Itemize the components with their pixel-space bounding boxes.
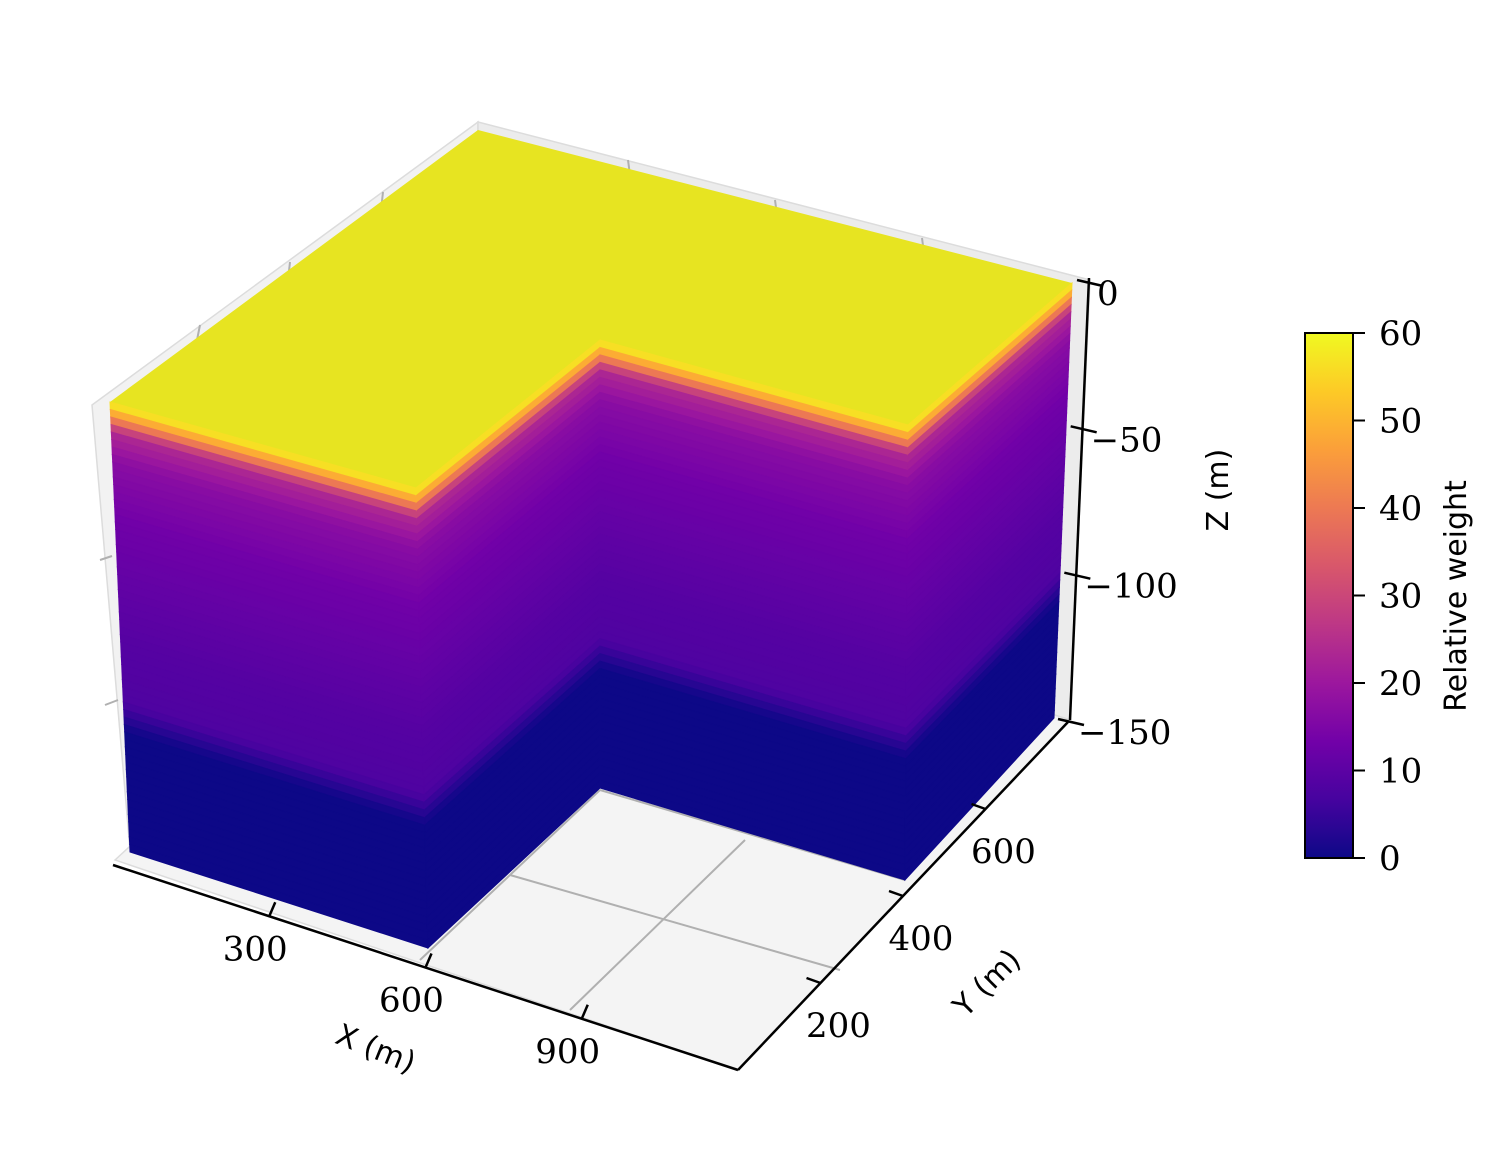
z-tick-label: 0 xyxy=(1097,274,1119,314)
face-inner-x xyxy=(599,339,909,881)
face-front-right xyxy=(904,281,1073,882)
z-axis-line xyxy=(1068,277,1091,721)
x-tick-label: 600 xyxy=(379,981,444,1021)
x-tick xyxy=(424,953,433,968)
colorbar-tick-label: 60 xyxy=(1379,314,1422,354)
x-axis-label: X (m) xyxy=(331,1017,421,1080)
z-tick-label: −50 xyxy=(1091,420,1163,460)
colorbar-tick-label: 40 xyxy=(1379,489,1422,529)
z-tick-label: −150 xyxy=(1078,713,1171,753)
y-tick xyxy=(806,976,821,985)
colorbar-tick-label: 50 xyxy=(1379,402,1422,442)
y-tick-label: 200 xyxy=(806,1006,871,1046)
x-tick xyxy=(268,901,277,917)
colorbar-label: Relative weight xyxy=(1439,480,1474,712)
x-tick-label: 300 xyxy=(223,929,288,969)
block-top-face xyxy=(110,130,1072,488)
colorbar-tick-label: 10 xyxy=(1379,752,1422,792)
y-tick-label: 400 xyxy=(889,919,954,959)
colorbar-tick-label: 30 xyxy=(1379,577,1422,617)
z-tick xyxy=(1064,571,1091,580)
colorbar-ticks: 0 10 20 30 40 50 60 xyxy=(1353,314,1422,879)
voxel-layer xyxy=(904,709,1055,882)
z-axis-label: Z (m) xyxy=(1201,449,1236,532)
colorbar-fill xyxy=(1304,332,1354,859)
z-tick-label: −100 xyxy=(1084,567,1177,607)
colorbar: 0 10 20 30 40 50 60 Relative weight xyxy=(1304,314,1474,879)
z-tick xyxy=(1070,425,1097,434)
voxel-block xyxy=(109,130,1073,950)
z-tick xyxy=(1057,717,1085,727)
y-axis-label: Y (m) xyxy=(946,942,1028,1024)
block-side-faces xyxy=(109,281,1073,950)
colorbar-tick-label: 20 xyxy=(1379,664,1422,704)
z-tick xyxy=(1076,278,1104,288)
y-tick-label: 600 xyxy=(971,832,1036,872)
x-tick-label: 900 xyxy=(535,1032,600,1072)
y-tick xyxy=(888,889,904,898)
colorbar-tick-label: 0 xyxy=(1379,839,1401,879)
ticks-layer: 300 600 900 200 400 600 0 −50 −100 −150 xyxy=(223,274,1178,1072)
x-tick xyxy=(580,1004,589,1020)
y-tick xyxy=(971,802,986,811)
